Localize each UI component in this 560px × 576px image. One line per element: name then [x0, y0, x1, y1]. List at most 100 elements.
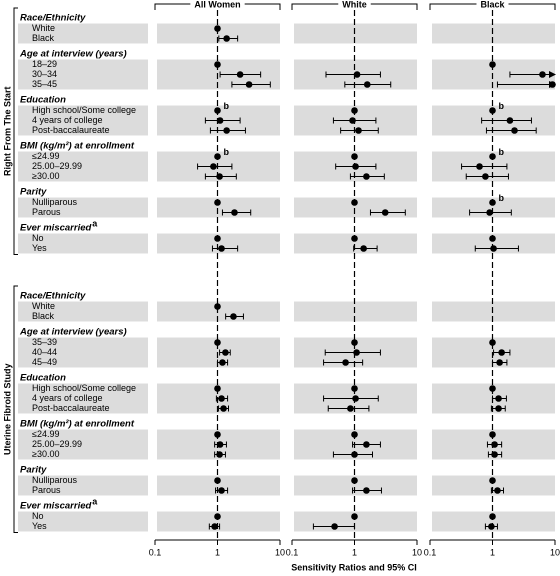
ci-arrow: [549, 71, 556, 78]
row-label: 18–29: [32, 59, 57, 69]
row-band: [432, 233, 555, 254]
point-estimate: [223, 127, 230, 134]
point-estimate: [489, 153, 496, 160]
point-estimate: [489, 431, 496, 438]
point-estimate: [220, 405, 227, 412]
row-band: [157, 23, 280, 44]
point-estimate: [363, 81, 371, 88]
point-estimate: [498, 349, 505, 356]
row-label: Parous: [32, 485, 61, 495]
point-estimate: [211, 523, 218, 530]
point-estimate: [381, 209, 389, 216]
study-bracket: [13, 7, 18, 255]
row-band: [18, 337, 148, 368]
row-label: 30–34: [32, 69, 57, 79]
point-estimate: [230, 313, 237, 320]
row-band: [157, 511, 280, 532]
point-estimate: [218, 487, 225, 494]
row-label: ≥30.00: [32, 171, 59, 181]
footnote-marker: a: [92, 496, 98, 506]
x-tick-label: 0.1: [286, 547, 299, 557]
point-estimate: [216, 441, 224, 448]
section-title: Parity: [20, 187, 47, 198]
point-estimate: [351, 513, 358, 520]
point-estimate: [363, 487, 370, 494]
row-band: [432, 197, 555, 218]
section-title: Education: [20, 95, 66, 106]
x-tick-label: 0.1: [149, 547, 162, 557]
row-band: [157, 233, 280, 254]
section-title: Education: [20, 373, 66, 384]
point-estimate: [214, 513, 221, 520]
point-estimate: [506, 117, 514, 124]
section-title: Parity: [20, 465, 47, 476]
point-estimate: [351, 385, 358, 392]
study-label: Right From The Start: [2, 86, 12, 176]
point-estimate: [219, 359, 226, 366]
point-estimate: [351, 153, 358, 160]
point-estimate: [214, 61, 221, 68]
study-bracket: [13, 285, 18, 533]
point-estimate: [216, 173, 223, 180]
point-estimate: [353, 71, 361, 78]
point-estimate: [549, 81, 556, 88]
row-band: [294, 301, 417, 322]
row-band: [432, 23, 555, 44]
row-label: White: [32, 301, 55, 311]
row-label: Nulliparous: [32, 475, 78, 485]
point-estimate: [494, 487, 501, 494]
row-label: ≤24.99: [32, 429, 59, 439]
x-tick-label: 1: [490, 547, 495, 557]
panel-title: All Women: [194, 0, 240, 9]
point-estimate: [539, 71, 546, 78]
point-estimate: [214, 25, 221, 32]
row-label: 25.00–29.99: [32, 161, 82, 171]
point-estimate: [236, 71, 244, 78]
row-label: Black: [32, 33, 55, 43]
row-label: 35–39: [32, 337, 57, 347]
x-tick-label: 1: [215, 547, 220, 557]
section-title: Age at interview (years): [19, 49, 127, 60]
row-band: [294, 233, 417, 254]
point-estimate: [489, 61, 496, 68]
panel-title-bg: [190, 0, 245, 9]
x-axis-label: Sensitivity Ratios and 95% CI: [291, 562, 417, 572]
x-tick-label: 10: [550, 547, 560, 557]
point-estimate: [214, 303, 221, 310]
point-estimate: [214, 235, 221, 242]
point-estimate: [214, 199, 221, 206]
row-band: [18, 301, 148, 322]
point-estimate: [496, 359, 503, 366]
section-title: Ever miscarried: [20, 501, 91, 512]
point-estimate: [495, 395, 502, 402]
footnote-marker: b: [499, 193, 505, 203]
panel-title: Black: [480, 0, 505, 9]
footnote-marker: b: [224, 101, 230, 111]
row-label: 4 years of college: [32, 393, 103, 403]
row-label: 45–49: [32, 357, 57, 367]
point-estimate: [245, 81, 253, 88]
footnote-marker: b: [499, 147, 505, 157]
row-label: High school/Some college: [32, 383, 136, 393]
section-title: BMI (kg/m²) at enrollment: [20, 419, 135, 430]
point-estimate: [476, 163, 483, 170]
point-estimate: [489, 199, 496, 206]
section-title: Race/Ethnicity: [20, 291, 86, 302]
row-band: [432, 511, 555, 532]
point-estimate: [351, 477, 358, 484]
point-estimate: [363, 441, 370, 448]
panel-title-bg: [338, 0, 371, 9]
point-estimate: [351, 451, 358, 458]
study-label: Uterine Fibroid Study: [2, 363, 12, 455]
point-estimate: [490, 245, 497, 252]
point-estimate: [214, 431, 221, 438]
row-label: Yes: [32, 243, 47, 253]
point-estimate: [489, 477, 496, 484]
row-label: Nulliparous: [32, 197, 78, 207]
point-estimate: [214, 385, 221, 392]
row-band: [294, 23, 417, 44]
row-label: No: [32, 511, 44, 521]
point-estimate: [486, 209, 493, 216]
